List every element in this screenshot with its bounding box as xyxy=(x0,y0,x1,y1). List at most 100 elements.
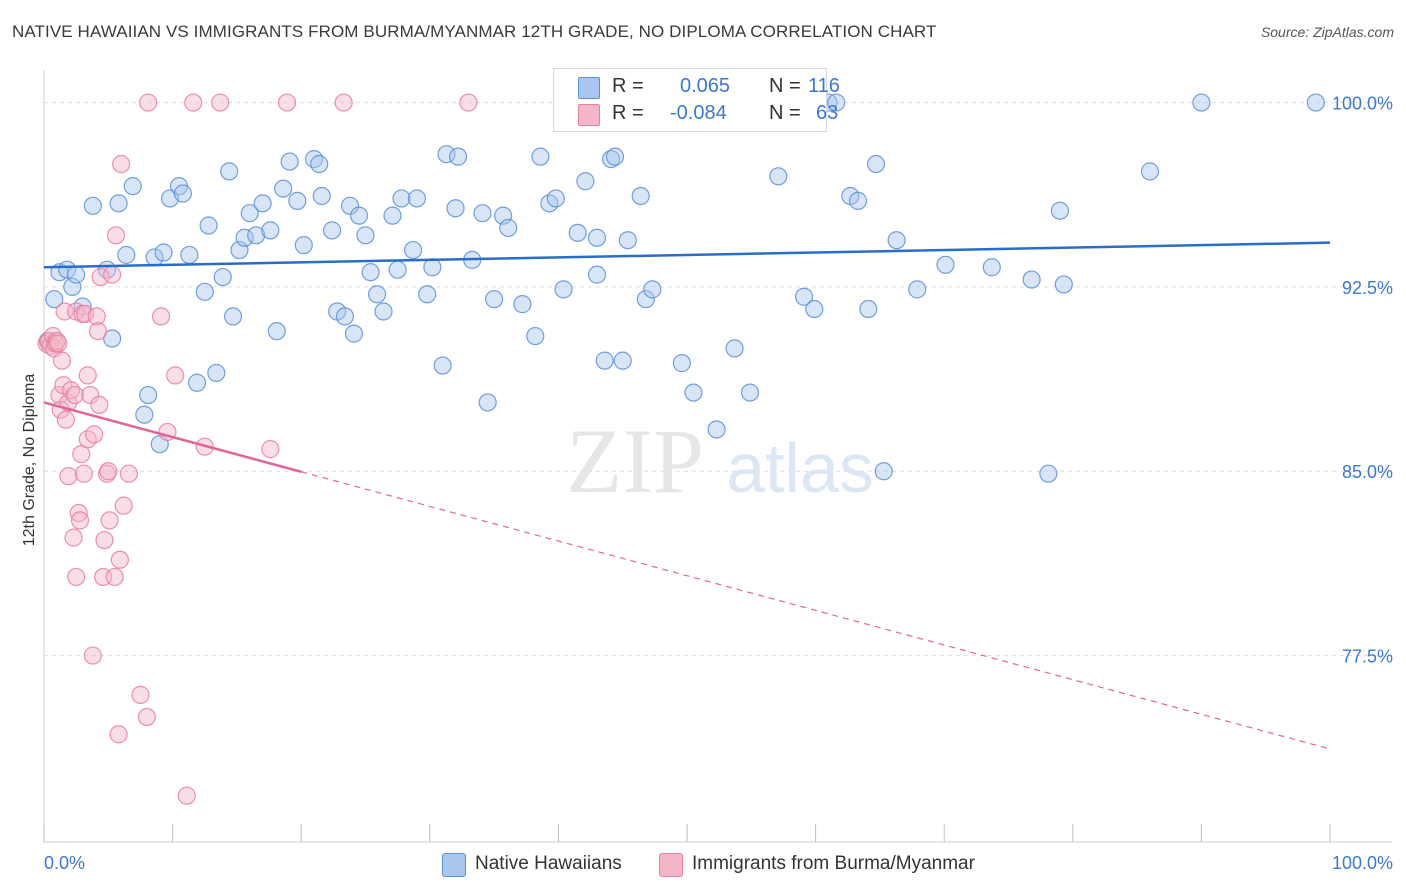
data-point-burma-myanmar xyxy=(459,93,478,112)
legend-label: Native Hawaiians xyxy=(475,853,622,874)
data-point-native-hawaiians xyxy=(220,162,239,181)
data-point-native-hawaiians xyxy=(499,218,518,238)
data-point-native-hawaiians xyxy=(356,226,375,245)
data-point-native-hawaiians xyxy=(154,243,173,262)
legend-n-label: N = xyxy=(769,102,801,124)
data-point-native-hawaiians xyxy=(207,363,226,383)
data-point-native-hawaiians xyxy=(531,147,550,166)
legend-n-value: 63 xyxy=(816,102,839,124)
data-point-native-hawaiians xyxy=(267,322,286,341)
data-point-burma-myanmar xyxy=(137,707,156,727)
data-point-native-hawaiians xyxy=(304,150,324,169)
data-point-burma-myanmar xyxy=(334,93,353,112)
data-point-native-hawaiians xyxy=(280,152,299,171)
data-point-native-hawaiians xyxy=(554,280,573,299)
data-point-burma-myanmar xyxy=(67,567,86,587)
data-point-native-hawaiians xyxy=(437,145,456,164)
data-point-burma-myanmar xyxy=(85,425,104,444)
data-point-native-hawaiians xyxy=(1039,464,1058,483)
y-tick-label: 92.5% xyxy=(1342,278,1393,298)
data-point-burma-myanmar xyxy=(59,467,78,486)
data-point-native-hawaiians xyxy=(322,221,342,240)
data-point-native-hawaiians xyxy=(794,287,814,306)
legend-r-label: R = xyxy=(612,102,644,124)
data-point-native-hawaiians xyxy=(223,307,243,326)
data-point-native-hawaiians xyxy=(187,373,207,392)
data-point-native-hawaiians xyxy=(936,255,955,274)
data-point-burma-myanmar xyxy=(105,567,124,587)
data-point-native-hawaiians xyxy=(485,290,504,309)
data-point-native-hawaiians xyxy=(1306,93,1325,112)
data-point-burma-myanmar xyxy=(277,93,297,112)
data-point-native-hawaiians xyxy=(725,339,744,358)
data-point-native-hawaiians xyxy=(294,236,313,255)
data-point-burma-myanmar xyxy=(114,496,133,515)
data-point-burma-myanmar xyxy=(88,322,108,341)
data-point-native-hawaiians xyxy=(349,206,369,225)
data-point-burma-myanmar xyxy=(166,366,185,385)
data-point-native-hawaiians xyxy=(235,228,254,247)
data-point-burma-myanmar xyxy=(106,226,126,245)
data-point-native-hawaiians xyxy=(908,280,927,299)
data-point-native-hawaiians xyxy=(139,385,158,405)
data-point-native-hawaiians xyxy=(827,93,846,112)
x-tick-label: 0.0% xyxy=(44,853,85,873)
data-point-native-hawaiians xyxy=(407,189,427,208)
data-point-burma-myanmar xyxy=(83,646,102,665)
data-point-burma-myanmar xyxy=(119,464,138,483)
watermark: ZIP atlas xyxy=(566,410,874,512)
y-tick-label: 85.0% xyxy=(1342,462,1393,482)
legend-label: Immigrants from Burma/Myanmar xyxy=(692,853,975,874)
watermark-atlas: atlas xyxy=(726,429,874,507)
data-point-native-hawaiians xyxy=(195,282,214,301)
data-point-native-hawaiians xyxy=(643,280,662,299)
data-point-native-hawaiians xyxy=(418,285,437,304)
data-point-native-hawaiians xyxy=(433,356,452,375)
data-point-burma-myanmar xyxy=(69,503,88,523)
data-point-native-hawaiians xyxy=(887,231,906,250)
axes xyxy=(43,70,1392,843)
data-point-native-hawaiians xyxy=(740,383,760,402)
series-legend: Native Hawaiians Immigrants from Burma/M… xyxy=(0,850,1406,878)
data-point-native-hawaiians xyxy=(213,267,232,287)
data-point-native-hawaiians xyxy=(109,194,128,213)
data-point-burma-myanmar xyxy=(110,550,129,569)
data-point-burma-myanmar xyxy=(95,530,114,550)
data-point-burma-myanmar xyxy=(177,786,196,805)
data-point-native-hawaiians xyxy=(135,405,154,424)
trend-line-burma-myanmar xyxy=(43,401,302,473)
data-point-native-hawaiians xyxy=(684,383,703,402)
data-point-native-hawaiians xyxy=(173,184,192,203)
data-point-native-hawaiians xyxy=(848,191,868,210)
data-point-native-hawaiians xyxy=(240,204,259,223)
gridlines xyxy=(44,102,1392,657)
trend-line-native-hawaiians xyxy=(43,241,1331,269)
y-tick-label: 77.5% xyxy=(1342,647,1393,667)
data-point-burma-myanmar xyxy=(100,511,119,530)
data-point-native-hawaiians xyxy=(253,194,272,213)
data-point-native-hawaiians xyxy=(123,177,142,196)
data-point-burma-myanmar xyxy=(52,351,72,370)
data-point-native-hawaiians xyxy=(859,299,878,319)
data-point-native-hawaiians xyxy=(595,351,614,370)
data-point-burma-myanmar xyxy=(87,307,106,326)
data-point-native-hawaiians xyxy=(526,326,545,346)
data-point-native-hawaiians xyxy=(513,295,532,314)
correlation-legend: R = 0.065 N = 116 R = -0.084 N = 63 xyxy=(553,68,840,132)
data-point-native-hawaiians xyxy=(383,206,402,225)
data-point-burma-myanmar xyxy=(103,265,122,284)
data-point-native-hawaiians xyxy=(1140,162,1160,181)
data-point-native-hawaiians xyxy=(448,147,468,166)
data-point-native-hawaiians xyxy=(312,186,331,206)
data-point-native-hawaiians xyxy=(274,179,293,198)
data-point-native-hawaiians xyxy=(117,245,136,265)
data-point-native-hawaiians xyxy=(180,245,199,265)
data-point-burma-myanmar xyxy=(211,93,230,112)
legend-swatch-blue xyxy=(578,77,600,99)
data-point-native-hawaiians xyxy=(361,263,380,282)
data-point-native-hawaiians xyxy=(707,420,726,439)
data-point-native-hawaiians xyxy=(982,258,1001,277)
data-point-native-hawaiians xyxy=(288,191,307,210)
data-point-native-hawaiians xyxy=(344,324,364,343)
